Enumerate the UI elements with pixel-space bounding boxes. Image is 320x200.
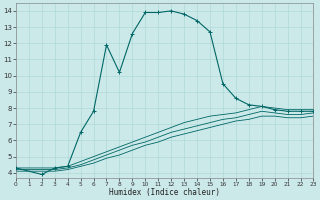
X-axis label: Humidex (Indice chaleur): Humidex (Indice chaleur) — [109, 188, 220, 197]
